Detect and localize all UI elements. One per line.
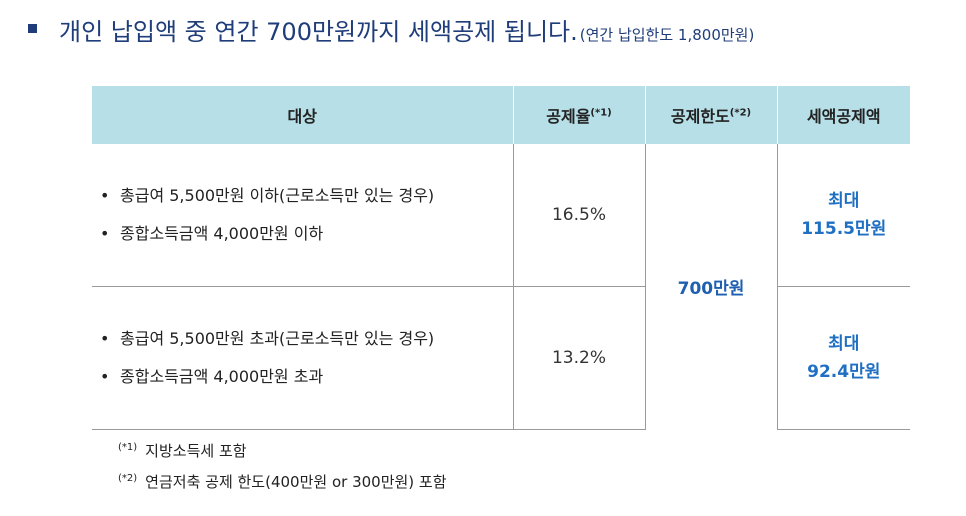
amount-label: 최대 [828,191,860,211]
amount-cell: 최대 92.4만원 [776,286,910,430]
header-amount: 세액공제액 [776,86,910,144]
footnote-mark: (*1) [118,442,138,453]
condition-item: 총급여 5,500만원 이하(근로소득만 있는 경우) [100,177,512,215]
footnote-mark: (*2) [118,473,138,484]
heading-main-text: 개인 납입액 중 연간 700만원까지 세액공제 됩니다. [59,18,578,46]
heading-note-text: (연간 납입한도 1,800만원) [579,26,755,44]
amount-value: 92.4만원 [807,362,881,382]
header-rate: 공제율(*1) [512,86,645,144]
table-row: 총급여 5,500만원 이하(근로소득만 있는 경우) 종합소득금액 4,000… [92,144,910,430]
limit-cell: 700만원 [644,144,777,430]
amount-cell: 최대 115.5만원 [776,144,910,287]
square-bullet-icon [28,24,37,33]
table-row: 총급여 5,500만원 초과(근로소득만 있는 경우) 종합소득금액 4,000… [92,286,910,430]
footnote-item: (*2) 연금저축 공제 한도(400만원 or 300만원) 포함 [118,465,447,496]
condition-item: 종합소득금액 4,000만원 초과 [100,358,512,396]
target-cell: 총급여 5,500만원 초과(근로소득만 있는 경우) 종합소득금액 4,000… [92,286,513,430]
header-limit-mark: (*2) [729,107,752,119]
header-target: 대상 [92,86,513,144]
header-limit: 공제한도(*2) [644,86,777,144]
header-rate-mark: (*1) [590,107,612,119]
condition-item: 종합소득금액 4,000만원 이하 [100,215,512,253]
page-heading: 개인 납입액 중 연간 700만원까지 세액공제 됩니다. (연간 납입한도 1… [28,12,754,47]
footnote-item: (*1) 지방소득세 포함 [118,434,447,465]
target-cell: 총급여 5,500만원 이하(근로소득만 있는 경우) 종합소득금액 4,000… [92,144,513,287]
tax-deduction-table: 대상 공제율(*1) 공제한도(*2) 세액공제액 총급여 5,500만원 이하… [92,86,910,430]
rate-cell: 13.2% [512,286,645,430]
footnote-text: 연금저축 공제 한도(400만원 or 300만원) 포함 [145,473,447,491]
amount-value: 115.5만원 [801,219,887,239]
table-header-row: 대상 공제율(*1) 공제한도(*2) 세액공제액 [92,86,910,144]
footnote-text: 지방소득세 포함 [145,442,247,460]
footnotes: (*1) 지방소득세 포함 (*2) 연금저축 공제 한도(400만원 or 300… [118,434,447,496]
condition-item: 총급여 5,500만원 초과(근로소득만 있는 경우) [100,320,512,358]
rate-cell: 16.5% [512,144,645,287]
amount-label: 최대 [828,334,860,354]
